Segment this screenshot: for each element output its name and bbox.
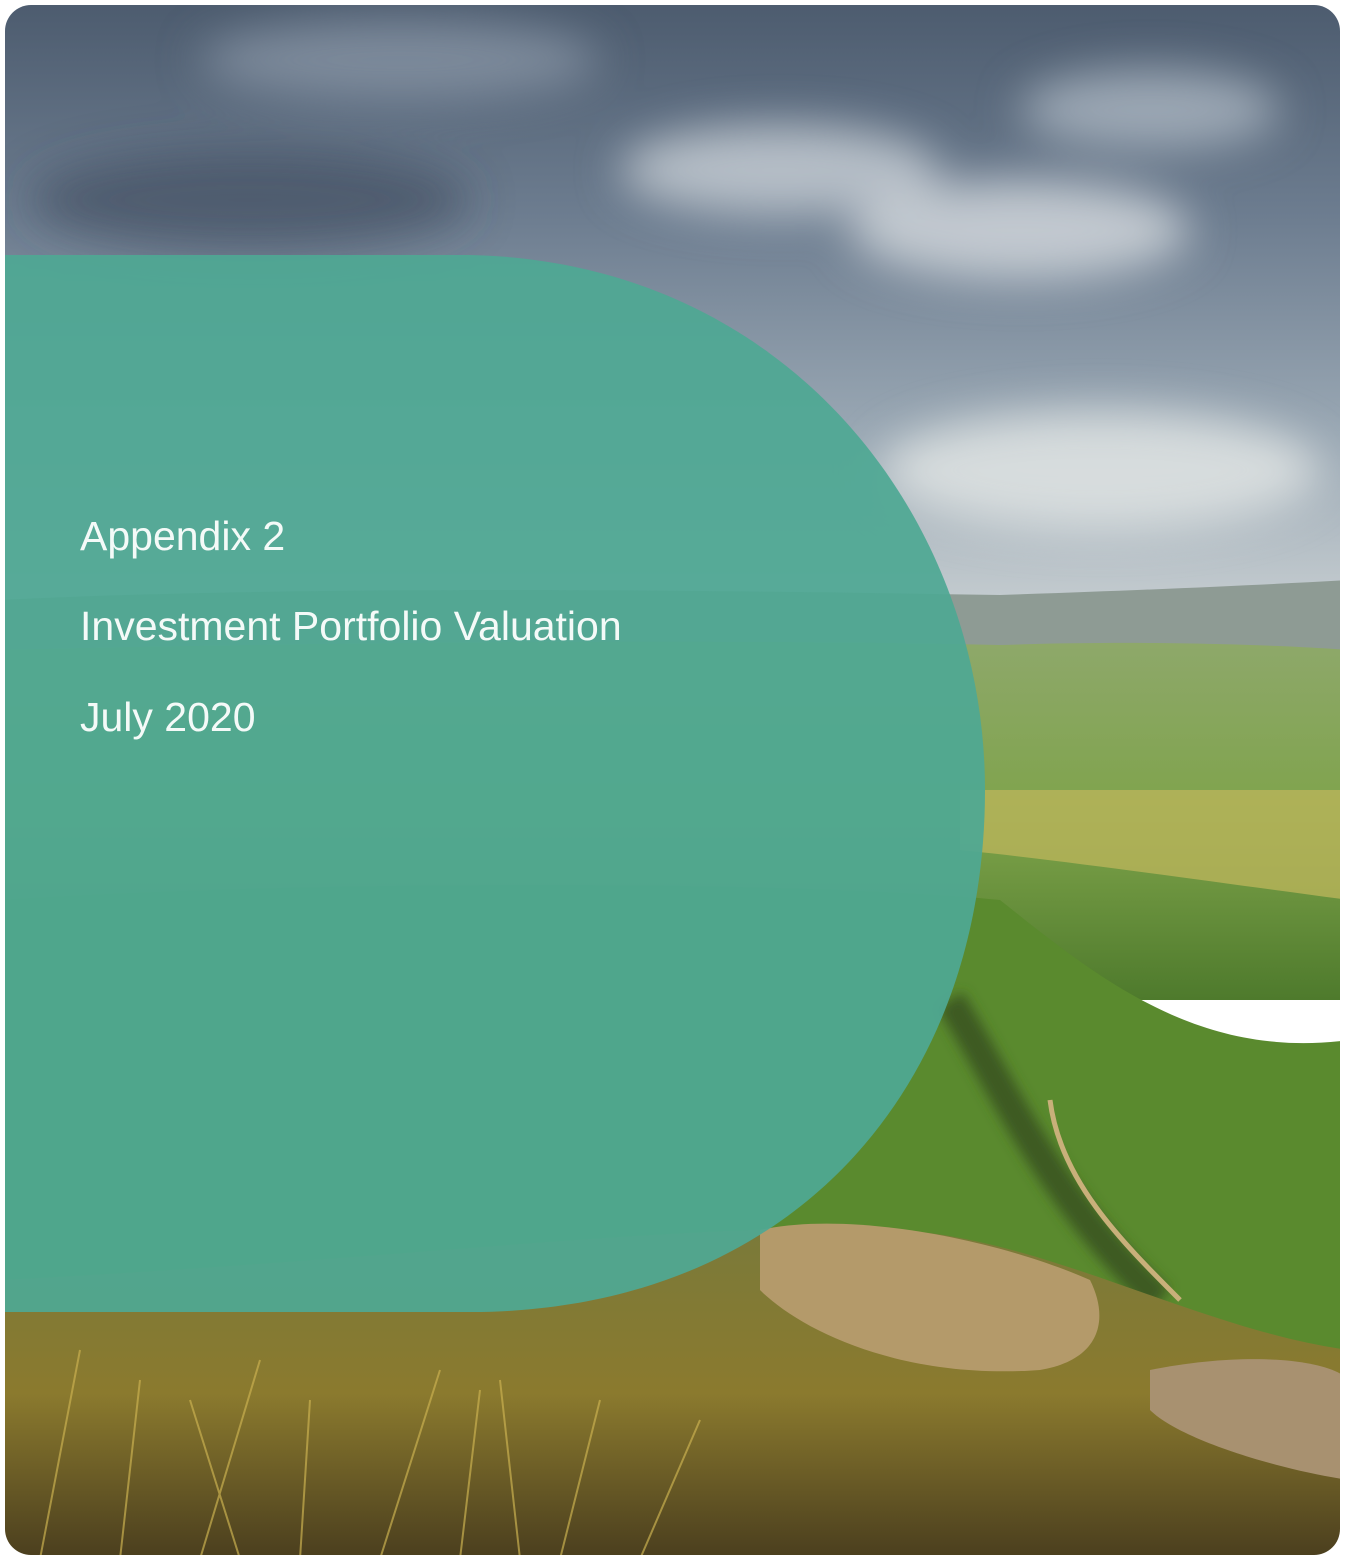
appendix-label: Appendix 2	[80, 513, 285, 559]
document-title: Investment Portfolio Valuation	[80, 603, 622, 649]
page: Appendix 2 Investment Portfolio Valuatio…	[0, 0, 1349, 1559]
document-date: July 2020	[80, 694, 256, 740]
cover: Appendix 2 Investment Portfolio Valuatio…	[0, 0, 1349, 1559]
